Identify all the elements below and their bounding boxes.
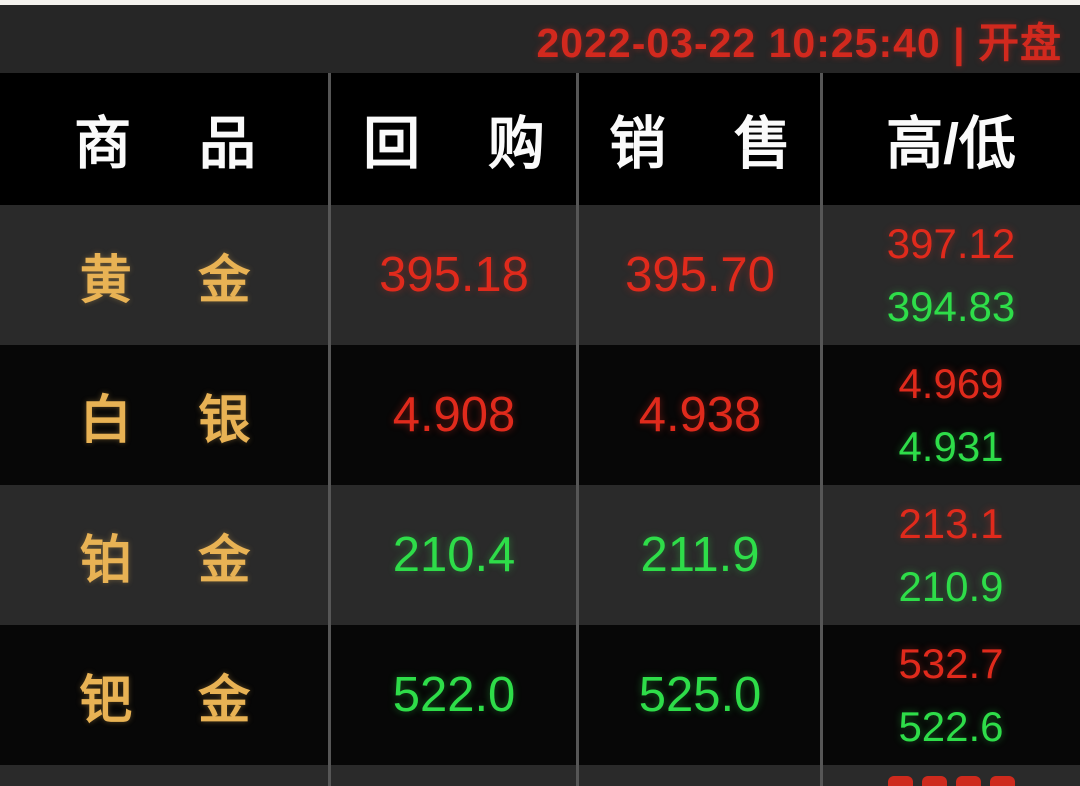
commodity-name: 黄 金	[79, 251, 277, 310]
row-platinum: 铂 金 210.4 211.9 213.1 210.9	[0, 485, 1080, 625]
partial-buyback-cell	[330, 765, 578, 786]
next-row-partial	[0, 765, 1080, 786]
palladium-buyback-cell: 522.0	[330, 625, 578, 765]
buyback-price: 522.0	[392, 668, 516, 722]
commodity-name: 钯 金	[79, 671, 277, 730]
buyback-price: 395.18	[379, 248, 529, 302]
partial-commodity-cell	[0, 765, 330, 786]
clipped-red-digits	[888, 776, 1015, 786]
platinum-sell-cell: 211.9	[578, 485, 822, 625]
gold-commodity-cell: 黄 金	[0, 205, 330, 345]
header-sell: 销 售	[578, 73, 822, 205]
partial-high-low-cell	[822, 765, 1080, 786]
header-buyback: 回 购	[330, 73, 578, 205]
sell-price: 211.9	[640, 528, 760, 582]
gold-sell-cell: 395.70	[578, 205, 822, 345]
high-price: 532.7	[898, 640, 1004, 687]
platinum-commodity-cell: 铂 金	[0, 485, 330, 625]
column-divider	[328, 73, 331, 786]
header-high-low-label: 高/低	[886, 112, 1016, 176]
header-high-low: 高/低	[822, 73, 1080, 205]
row-palladium: 钯 金 522.0 525.0 532.7 522.6	[0, 625, 1080, 765]
header-commodity-label: 商 品	[74, 112, 282, 176]
gold-high-low-cell: 397.12 394.83	[822, 205, 1080, 345]
datetime-and-session-status: 2022-03-22 10:25:40 | 开盘	[536, 20, 1062, 66]
low-price: 522.6	[898, 703, 1004, 750]
palladium-sell-cell: 525.0	[578, 625, 822, 765]
top-border-strip	[0, 0, 1080, 5]
sell-price: 395.70	[625, 248, 775, 302]
low-price: 210.9	[898, 563, 1004, 610]
silver-buyback-cell: 4.908	[330, 345, 578, 485]
low-price: 394.83	[886, 283, 1016, 330]
sell-price: 4.938	[638, 388, 762, 442]
sell-price: 525.0	[638, 668, 762, 722]
silver-sell-cell: 4.938	[578, 345, 822, 485]
price-table: 商 品 回 购 销 售 高/低 黄 金 395.18 395.70 3	[0, 73, 1080, 786]
platinum-buyback-cell: 210.4	[330, 485, 578, 625]
low-price: 4.931	[898, 423, 1004, 470]
palladium-commodity-cell: 钯 金	[0, 625, 330, 765]
silver-high-low-cell: 4.969 4.931	[822, 345, 1080, 485]
status-bar: 2022-03-22 10:25:40 | 开盘	[0, 5, 1080, 73]
column-divider	[820, 73, 823, 786]
buyback-price: 4.908	[392, 388, 516, 442]
commodity-name: 铂 金	[79, 531, 277, 590]
header-sell-label: 销 售	[609, 112, 817, 176]
silver-commodity-cell: 白 银	[0, 345, 330, 485]
high-price: 213.1	[898, 500, 1004, 547]
commodity-name: 白 银	[79, 391, 277, 450]
header-commodity: 商 品	[0, 73, 330, 205]
buyback-price: 210.4	[392, 528, 516, 582]
partial-sell-cell	[578, 765, 822, 786]
column-divider	[576, 73, 579, 786]
palladium-high-low-cell: 532.7 522.6	[822, 625, 1080, 765]
header-buyback-label: 回 购	[363, 112, 571, 176]
platinum-high-low-cell: 213.1 210.9	[822, 485, 1080, 625]
row-gold: 黄 金 395.18 395.70 397.12 394.83	[0, 205, 1080, 345]
high-price: 4.969	[898, 360, 1004, 407]
gold-buyback-cell: 395.18	[330, 205, 578, 345]
table-header-row: 商 品 回 购 销 售 高/低	[0, 73, 1080, 205]
high-price: 397.12	[886, 220, 1016, 267]
row-silver: 白 银 4.908 4.938 4.969 4.931	[0, 345, 1080, 485]
